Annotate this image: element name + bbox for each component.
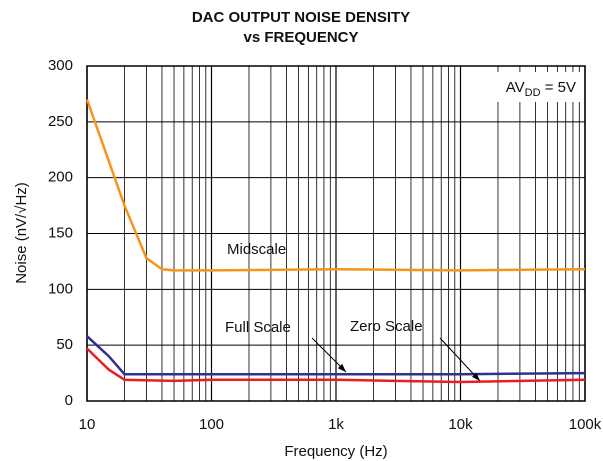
annotation: AVDD = 5V	[506, 79, 576, 99]
y-tick-label: 50	[56, 336, 73, 353]
annotation-main: AV	[506, 79, 525, 96]
y-tick-label: 300	[48, 57, 73, 74]
series-label: Full Scale	[225, 319, 291, 336]
x-tick-label: 10	[79, 416, 96, 433]
arrow-head	[471, 372, 480, 381]
y-tick-label: 150	[48, 224, 73, 241]
chart-title: vs FREQUENCY	[243, 29, 358, 46]
x-tick-label: 100k	[569, 416, 602, 433]
arrow-head	[337, 363, 346, 372]
series-line	[86, 335, 586, 376]
plot-frame	[86, 65, 586, 402]
y-tick-label: 200	[48, 169, 73, 186]
series-label: Zero Scale	[350, 318, 423, 335]
x-tick-label: 10k	[448, 416, 473, 433]
y-tick-label: 250	[48, 113, 73, 130]
y-tick-label: 0	[65, 392, 73, 409]
x-tick-label: 100	[199, 416, 224, 433]
annotation-sub: DD	[525, 87, 541, 99]
y-tick-label: 100	[48, 280, 73, 297]
chart-title: DAC OUTPUT NOISE DENSITY	[192, 9, 410, 26]
annotation-rest: = 5V	[541, 79, 576, 96]
annotation-bg	[472, 72, 580, 102]
series-line	[86, 347, 586, 384]
label-arrow	[439, 337, 481, 382]
series-line	[85, 99, 586, 272]
series-label: Midscale	[227, 241, 286, 258]
y-axis-label: Noise (nV/√Hz)	[13, 182, 30, 284]
x-axis-label: Frequency (Hz)	[284, 443, 387, 460]
x-tick-label: 1k	[328, 416, 344, 433]
